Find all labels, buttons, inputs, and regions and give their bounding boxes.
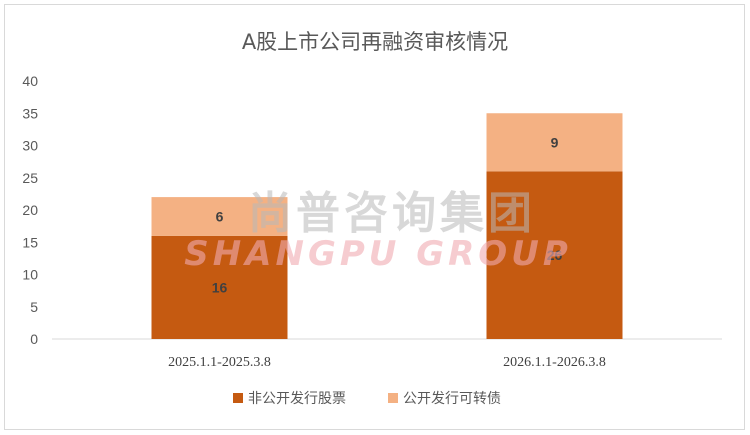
bar-segment [486, 113, 623, 172]
legend-swatch [388, 393, 398, 403]
x-axis-labels: 2025.1.1-2025.3.8 2026.1.1-2026.3.8 [168, 355, 606, 370]
bar-segment [151, 197, 288, 236]
bars: 16 6 26 9 [151, 113, 623, 339]
legend-swatch [233, 393, 243, 403]
y-tick-label: 0 [30, 331, 38, 347]
y-tick-label: 25 [22, 170, 38, 186]
y-tick-label: 20 [22, 202, 38, 218]
x-tick-label: 2026.1.1-2026.3.8 [503, 355, 606, 370]
watermark-en: SHANGPU GROUP [184, 234, 572, 274]
legend-label: 非公开发行股票 [248, 391, 346, 407]
legend-label: 公开发行可转债 [403, 391, 501, 407]
y-tick-label: 10 [22, 267, 38, 283]
y-axis: 0 5 10 15 20 25 30 35 40 [22, 73, 38, 347]
data-label: 6 [216, 208, 224, 224]
chart-title: A股上市公司再融资审核情况 [242, 30, 508, 54]
x-tick-label: 2025.1.1-2025.3.8 [168, 355, 271, 370]
y-tick-label: 15 [22, 234, 38, 250]
y-tick-label: 30 [22, 138, 38, 154]
watermark: 尚普咨询集团 SHANGPU GROUP [184, 188, 572, 274]
data-label: 26 [547, 247, 563, 263]
data-label: 9 [551, 134, 559, 150]
data-label: 16 [212, 279, 228, 295]
y-tick-label: 35 [22, 105, 38, 121]
legend: 非公开发行股票 公开发行可转债 [233, 391, 501, 407]
y-tick-label: 40 [22, 73, 38, 89]
bar-segment [486, 171, 623, 339]
bar-segment [151, 235, 288, 339]
watermark-cn: 尚普咨询集团 [248, 188, 536, 239]
y-tick-label: 5 [30, 299, 38, 315]
